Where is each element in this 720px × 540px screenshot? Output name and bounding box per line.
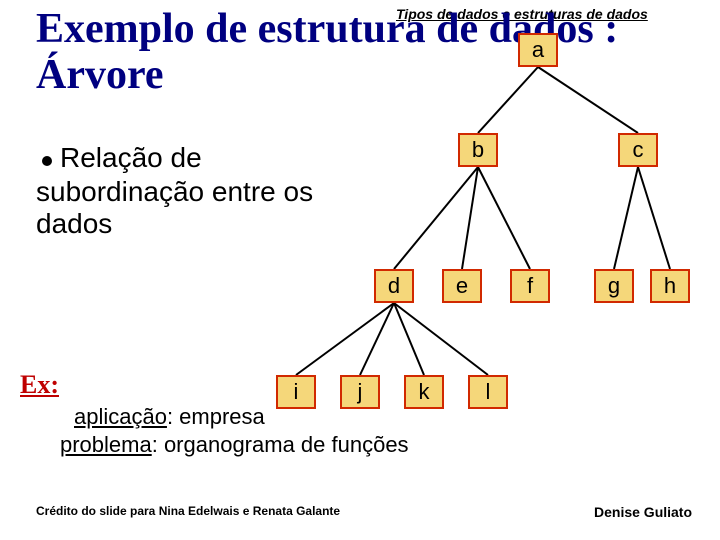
tree-node-j: j [340, 375, 380, 409]
slide: Tipos de dados e estruturas de dados Exe… [0, 0, 720, 540]
tree-node-c: c [618, 133, 658, 167]
example-app-label: aplicação [74, 404, 167, 429]
tree-edge-d-i [296, 303, 394, 375]
tree-node-e: e [442, 269, 482, 303]
example-problem: problema: organograma de funções [60, 432, 409, 458]
tree-edge-c-g [614, 167, 638, 269]
tree-edge-d-k [394, 303, 424, 375]
tree-node-i: i [276, 375, 316, 409]
bullet-dot-icon [42, 156, 52, 166]
tree-edge-c-h [638, 167, 670, 269]
tree-node-f: f [510, 269, 550, 303]
example-application: aplicação: empresa [74, 404, 265, 430]
tree-node-g: g [594, 269, 634, 303]
tree-edge-d-l [394, 303, 488, 375]
tree-edge-b-d [394, 167, 478, 269]
example-label: Ex: [20, 370, 59, 400]
tree-node-k: k [404, 375, 444, 409]
tree-node-d: d [374, 269, 414, 303]
tree-edge-b-e [462, 167, 478, 269]
tree-edge-d-j [360, 303, 394, 375]
credit-left: Crédito do slide para Nina Edelwais e Re… [36, 504, 340, 518]
example-prob-rest: : organograma de funções [152, 432, 409, 457]
bullet-text-rest: subordinação entre os dados [36, 176, 346, 240]
tree-node-h: h [650, 269, 690, 303]
tree-node-b: b [458, 133, 498, 167]
example-prob-label: problema [60, 432, 152, 457]
example-app-rest: : empresa [167, 404, 265, 429]
credit-right: Denise Guliato [594, 504, 692, 520]
tree-node-l: l [468, 375, 508, 409]
tree-edge-b-f [478, 167, 530, 269]
bullet-text-lead: Relação de [60, 142, 202, 174]
tree-node-a: a [518, 33, 558, 67]
slide-title: Exemplo de estrutura de dados : Árvore [36, 6, 656, 98]
